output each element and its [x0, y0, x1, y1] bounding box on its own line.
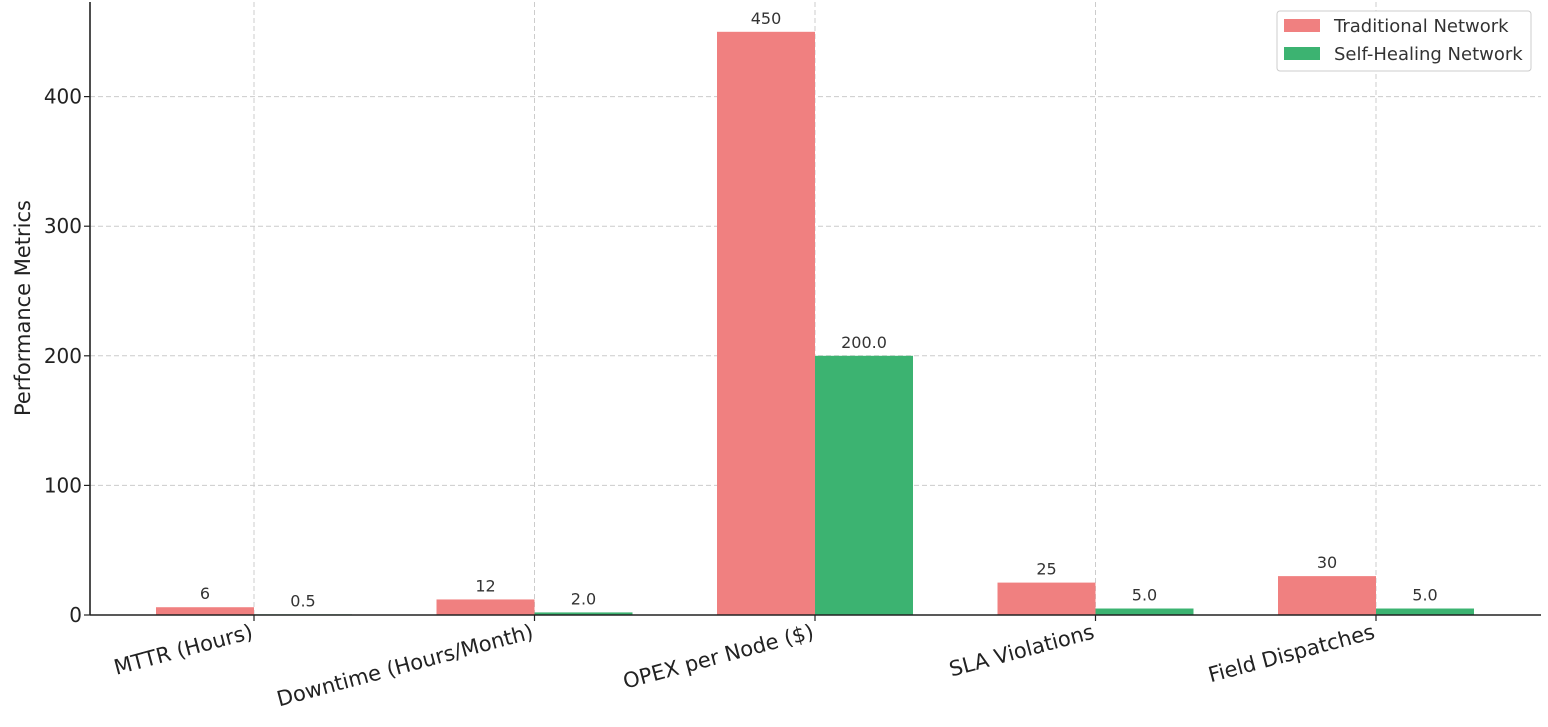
- bar-self-healing: [815, 355, 913, 615]
- x-tick-label: OPEX per Node ($): [620, 620, 816, 694]
- axis-layer: [89, 2, 1541, 616]
- bar-value-label: 30: [1317, 553, 1337, 572]
- bar-value-label: 25: [1036, 560, 1056, 579]
- bar-self-healing: [1095, 608, 1194, 615]
- x-tick-label: Field Dispatches: [1206, 620, 1378, 688]
- y-tick-label: 300: [44, 214, 82, 238]
- legend: Traditional Network Self-Healing Network: [1276, 10, 1532, 72]
- bar-value-label: 5.0: [1132, 586, 1157, 605]
- legend-swatch: [1284, 19, 1320, 32]
- bar-value-label: 5.0: [1412, 586, 1437, 605]
- bar-value-label: 6: [200, 584, 210, 603]
- bar-self-healing: [1376, 608, 1474, 615]
- bar-value-label: 450: [751, 9, 782, 28]
- x-tick-label: MTTR (Hours): [111, 620, 255, 680]
- y-tick-label: 200: [44, 344, 82, 368]
- bar-layer: [156, 31, 1474, 615]
- bar-traditional: [156, 607, 254, 615]
- bar-traditional: [436, 599, 535, 615]
- x-tick-label: Downtime (Hours/Month): [274, 620, 536, 712]
- legend-entry-label: Self-Healing Network: [1334, 44, 1523, 65]
- y-axis-title: Performance Metrics: [11, 200, 35, 416]
- grid-layer: [84, 2, 1541, 621]
- y-tick-label: 0: [69, 603, 82, 627]
- x-tick-label: SLA Violations: [947, 620, 1097, 682]
- bar-value-label: 2.0: [571, 589, 596, 608]
- bar-traditional: [1278, 576, 1376, 615]
- legend-swatch: [1284, 47, 1320, 60]
- bar-value-label: 12: [475, 576, 495, 595]
- bar-self-healing: [534, 612, 633, 615]
- bar-value-label: 0.5: [290, 591, 315, 610]
- y-tick-label: 400: [44, 85, 82, 109]
- legend-entry-label: Traditional Network: [1333, 16, 1509, 37]
- y-tick-label: 100: [44, 473, 82, 497]
- bar-value-label: 200.0: [841, 333, 887, 352]
- bar-traditional: [717, 31, 815, 615]
- bar-traditional: [997, 582, 1096, 615]
- legend-box: [1276, 10, 1532, 72]
